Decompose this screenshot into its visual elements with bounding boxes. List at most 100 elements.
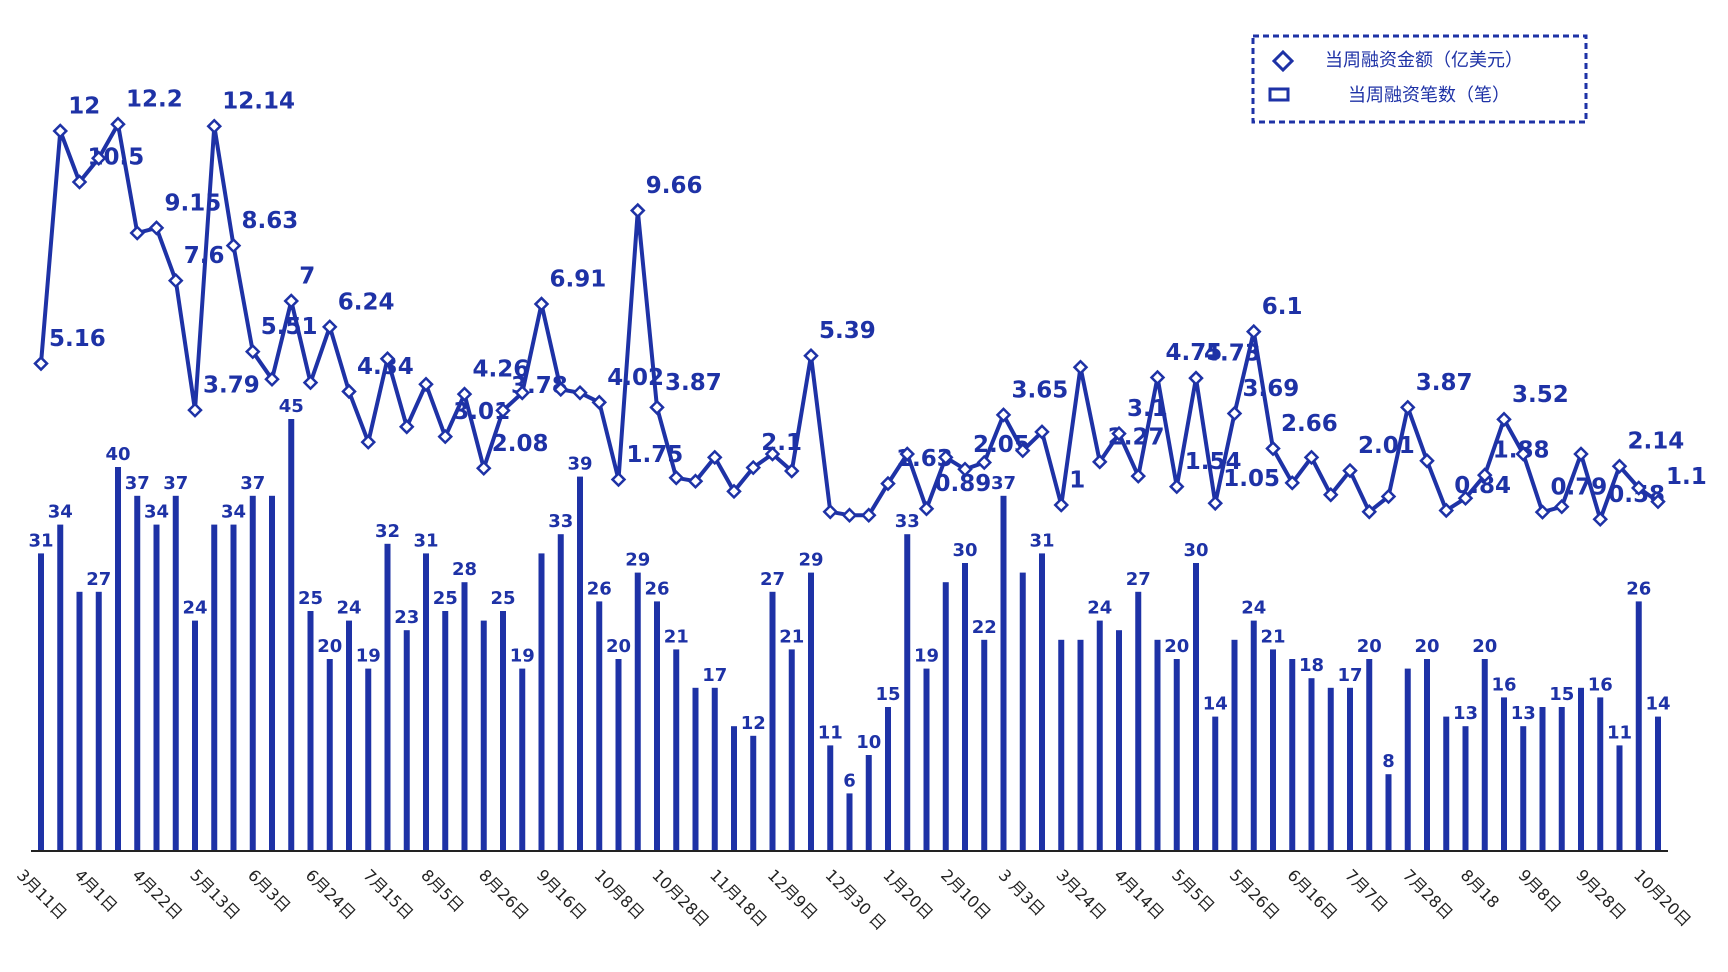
bar-value-label: 20	[1357, 636, 1382, 657]
bar	[1539, 707, 1546, 851]
x-tick-label: 8月5日	[417, 866, 467, 916]
point-marker	[1072, 359, 1089, 376]
line-value-label: 1.05	[1223, 466, 1280, 492]
bar	[519, 668, 526, 851]
x-tick-label: 3月24日	[1052, 866, 1110, 924]
x-tick-label: 12月30 日	[821, 866, 889, 934]
legend-box	[1251, 34, 1588, 124]
point-marker	[187, 402, 203, 418]
point-marker	[1515, 446, 1532, 462]
bar	[885, 707, 891, 851]
bar	[1000, 495, 1007, 851]
point-marker	[1322, 487, 1339, 503]
point-marker	[1553, 498, 1570, 515]
point-marker	[360, 434, 377, 450]
legend-label: 当周融资金额（亿美元）	[1325, 50, 1523, 71]
bar-value-label: 21	[664, 626, 689, 647]
point-marker	[1592, 511, 1609, 528]
point-marker	[957, 461, 973, 478]
point-marker	[1496, 411, 1512, 428]
point-marker	[803, 347, 819, 364]
bar-value-label: 25	[490, 588, 515, 609]
point-marker	[1149, 369, 1166, 386]
point-marker	[456, 386, 473, 402]
bar	[634, 572, 641, 851]
bar	[1327, 687, 1334, 851]
bar-value-label: 26	[587, 578, 612, 599]
point-marker	[783, 463, 800, 479]
bar-value-label: 29	[798, 550, 823, 571]
point-marker	[1111, 425, 1127, 442]
bar	[384, 543, 391, 851]
point-marker	[52, 123, 69, 139]
point-marker	[1284, 475, 1301, 491]
x-tick-label: 12月9日	[764, 866, 822, 924]
bar	[1424, 659, 1430, 851]
bar-value-label: 6	[843, 770, 856, 791]
bar	[134, 495, 141, 851]
bar	[1462, 726, 1469, 851]
bar	[346, 620, 352, 851]
line-value-label: 4.73	[1204, 341, 1261, 367]
point-marker	[206, 118, 223, 135]
point-marker	[572, 385, 588, 401]
line-value-label: 3.1	[1127, 396, 1168, 422]
bar	[711, 687, 718, 851]
bar	[1635, 601, 1642, 851]
point-marker	[880, 475, 896, 492]
x-tick-label: 1月20日	[879, 866, 937, 924]
bar-value-label: 39	[567, 454, 592, 475]
point-marker	[860, 507, 877, 523]
legend-bar-icon	[1268, 87, 1290, 102]
x-tick-label: 4月1日	[71, 866, 121, 916]
bar	[1135, 591, 1142, 851]
point-marker	[90, 150, 107, 166]
line-value-label: 3.65	[1012, 377, 1069, 403]
line-value-label: 7.6	[184, 243, 225, 269]
bar-value-label: 11	[818, 722, 843, 743]
point-marker	[1265, 440, 1281, 457]
point-marker	[552, 381, 569, 398]
bar	[365, 668, 372, 851]
bar-value-label: 34	[48, 502, 73, 523]
line-value-label: 7	[299, 264, 315, 290]
point-marker	[591, 394, 608, 411]
point-marker	[33, 355, 49, 372]
bar	[1366, 659, 1373, 851]
bar-value-label: 30	[1183, 540, 1208, 561]
bar-value-label: 20	[317, 636, 342, 657]
bar-value-label: 19	[510, 646, 535, 667]
legend-line-icon	[1271, 49, 1295, 73]
bar-value-label: 10	[856, 732, 881, 753]
line-value-label: 2.66	[1281, 411, 1338, 437]
bar-value-label: 19	[914, 646, 939, 667]
point-marker	[1476, 467, 1493, 483]
point-marker	[1573, 446, 1589, 462]
bar	[788, 649, 795, 851]
bar-value-label: 37	[991, 473, 1016, 494]
bar	[269, 495, 275, 851]
line-value-label: 6.24	[338, 289, 395, 315]
point-marker	[244, 343, 261, 360]
point-marker	[283, 293, 300, 309]
bar	[557, 534, 564, 851]
bar-value-label: 24	[1087, 598, 1112, 619]
bar	[1501, 697, 1507, 851]
bar	[1578, 687, 1584, 851]
bar-value-label: 13	[1511, 703, 1536, 724]
bar	[1173, 659, 1180, 851]
bar	[423, 553, 429, 851]
point-marker	[1207, 495, 1224, 512]
bar-value-label: 26	[1626, 578, 1651, 599]
point-marker	[341, 383, 357, 400]
bar	[1058, 639, 1065, 851]
line-value-label: 6.1	[1262, 294, 1303, 320]
point-marker	[379, 351, 396, 367]
bar	[115, 467, 121, 851]
x-tick-label: 8月18	[1457, 866, 1503, 912]
bar-value-label: 13	[1453, 703, 1478, 724]
bar-value-label: 22	[972, 617, 997, 638]
point-marker	[1630, 480, 1647, 496]
bar	[442, 611, 449, 851]
x-tick-label: 6月24日	[302, 866, 360, 924]
